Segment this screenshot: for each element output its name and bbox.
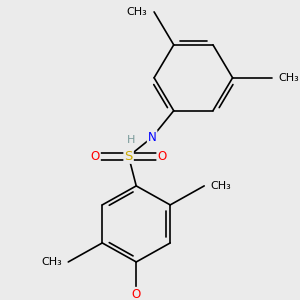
Text: O: O xyxy=(91,150,100,163)
Text: S: S xyxy=(124,150,133,163)
Text: N: N xyxy=(148,131,157,144)
Text: CH₃: CH₃ xyxy=(278,73,299,83)
Text: CH₃: CH₃ xyxy=(211,181,232,191)
Text: CH₃: CH₃ xyxy=(41,257,62,267)
Text: CH₃: CH₃ xyxy=(127,7,148,17)
Text: H: H xyxy=(126,135,135,146)
Text: O: O xyxy=(157,150,167,163)
Text: O: O xyxy=(132,288,141,300)
